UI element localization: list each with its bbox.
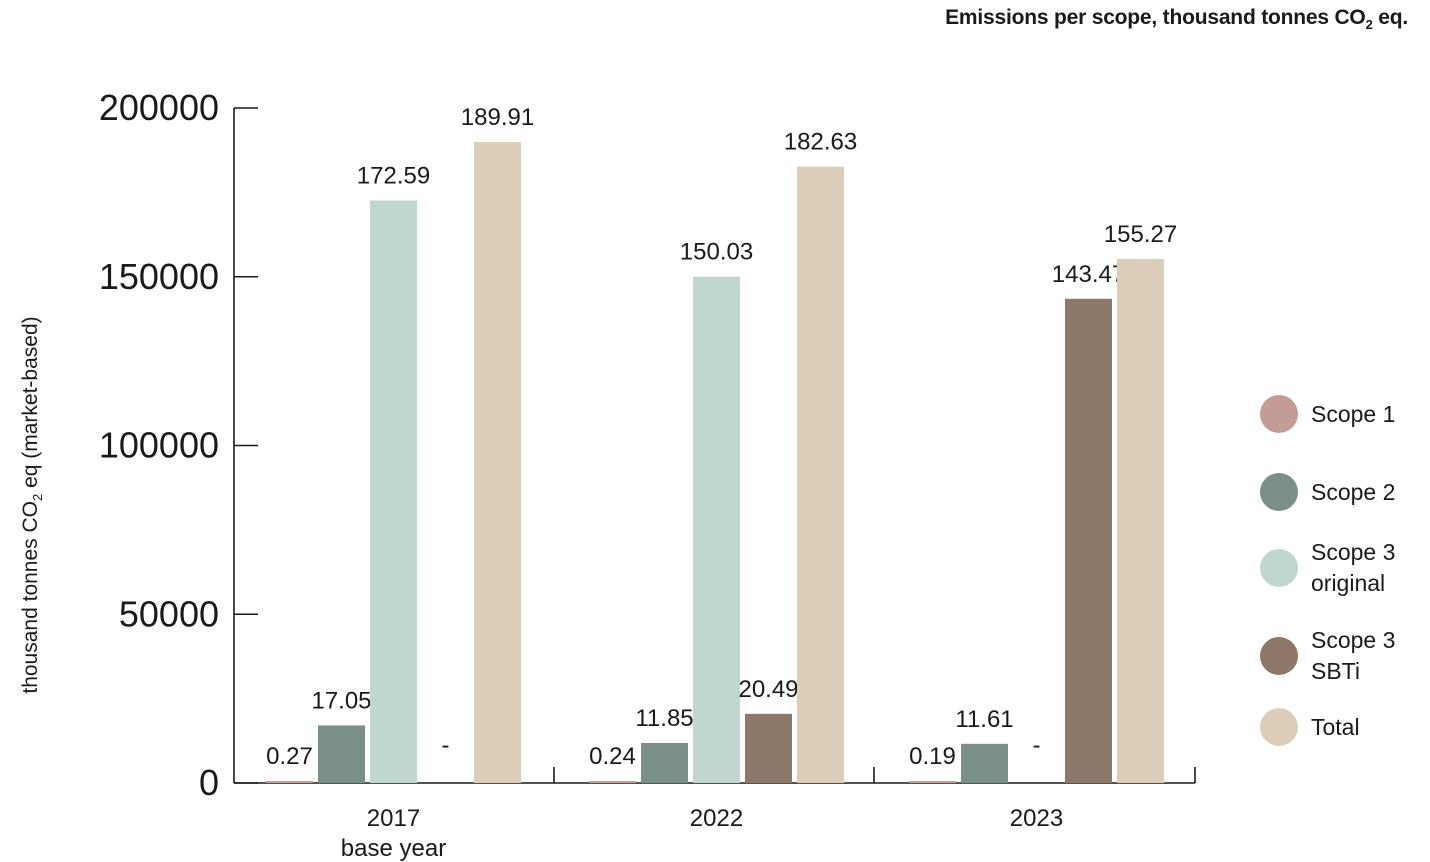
legend-swatch-scope-1 xyxy=(1260,395,1298,433)
bar-scope-1-2023 xyxy=(909,781,956,783)
data-label-scope-1-2017: 0.27 xyxy=(266,743,313,770)
data-label-total-2022: 182.63 xyxy=(784,129,857,156)
data-label-scope-3-original-2023: - xyxy=(1033,732,1041,759)
legend-swatch-total xyxy=(1260,708,1298,746)
y-tick-label-200000: 200000 xyxy=(99,87,219,128)
chart-title-text: Emissions per scope, thousand tonnes CO xyxy=(945,6,1366,29)
legend-label-scope-3-original: Scope 3 original xyxy=(1311,539,1396,596)
legend-swatch-scope-2 xyxy=(1260,473,1298,511)
data-label-scope-2-2017: 17.05 xyxy=(311,687,371,714)
data-label-scope-1-2022: 0.24 xyxy=(589,743,636,770)
bar-scope-2-2017 xyxy=(318,725,365,783)
data-label-scope-3-original-2022: 150.03 xyxy=(680,239,753,266)
chart-title-subscript: 2 xyxy=(1365,17,1373,33)
y-tick-label-50000: 50000 xyxy=(119,593,219,634)
legend-item-scope-1: Scope 1 xyxy=(1260,395,1395,433)
bar-scope-2-2023 xyxy=(961,743,1008,783)
legend-item-total: Total xyxy=(1260,708,1360,746)
legend-item-scope-3-sbti: Scope 3 SBTi xyxy=(1260,625,1395,687)
data-label-scope-1-2023: 0.19 xyxy=(909,743,956,770)
data-label-scope-3-sbti-2023: 143.47 xyxy=(1052,261,1125,288)
legend-label-scope-2: Scope 2 xyxy=(1311,478,1396,505)
x-tick-label-2022-2022: 2022 xyxy=(690,805,743,832)
chart-title-suffix: eq. xyxy=(1372,6,1408,29)
bar-scope-3-sbti-2023 xyxy=(1065,298,1112,783)
data-label-scope-3-original-2017: 172.59 xyxy=(357,163,430,190)
legend-swatch-scope-3-sbti xyxy=(1260,637,1298,675)
legend-item-scope-3-original: Scope 3 original xyxy=(1260,537,1395,599)
data-label-scope-2-2022: 11.85 xyxy=(635,705,693,732)
y-tick-label-100000: 100000 xyxy=(99,425,219,466)
data-label-scope-3-sbti-2017: - xyxy=(442,732,450,759)
data-label-total-2023: 155.27 xyxy=(1104,221,1177,248)
legend-item-scope-2: Scope 2 xyxy=(1260,473,1395,511)
legend-label-scope-1: Scope 1 xyxy=(1311,400,1396,427)
data-label-scope-3-sbti-2022: 20.49 xyxy=(738,676,798,703)
y-tick-label-150000: 150000 xyxy=(99,256,219,297)
bar-scope-3-original-2022 xyxy=(693,276,740,783)
chart-title: Emissions per scope, thousand tonnes CO2… xyxy=(945,6,1408,32)
data-label-total-2017: 189.91 xyxy=(461,104,534,131)
x-tick-label-2017-base-year: base year xyxy=(341,835,446,862)
x-tick-label-2023-2023: 2023 xyxy=(1010,805,1063,832)
bar-scope-1-2022 xyxy=(589,781,636,783)
bar-total-2023 xyxy=(1117,258,1164,783)
bar-scope-1-2017 xyxy=(266,781,313,783)
bar-total-2017 xyxy=(474,142,521,783)
bar-total-2022 xyxy=(797,166,844,783)
bar-scope-2-2022 xyxy=(641,743,688,783)
x-tick-label-2017-2017: 2017 xyxy=(367,805,420,832)
legend-label-scope-3-sbti: Scope 3 SBTi xyxy=(1311,627,1396,684)
bar-scope-3-sbti-2022 xyxy=(745,713,792,783)
legend-swatch-scope-3-original xyxy=(1260,549,1298,587)
y-tick-label-0: 0 xyxy=(199,762,219,803)
data-label-scope-2-2023: 11.61 xyxy=(955,706,1013,733)
legend-label-total: Total xyxy=(1311,713,1360,740)
bar-scope-3-original-2017 xyxy=(370,200,417,784)
